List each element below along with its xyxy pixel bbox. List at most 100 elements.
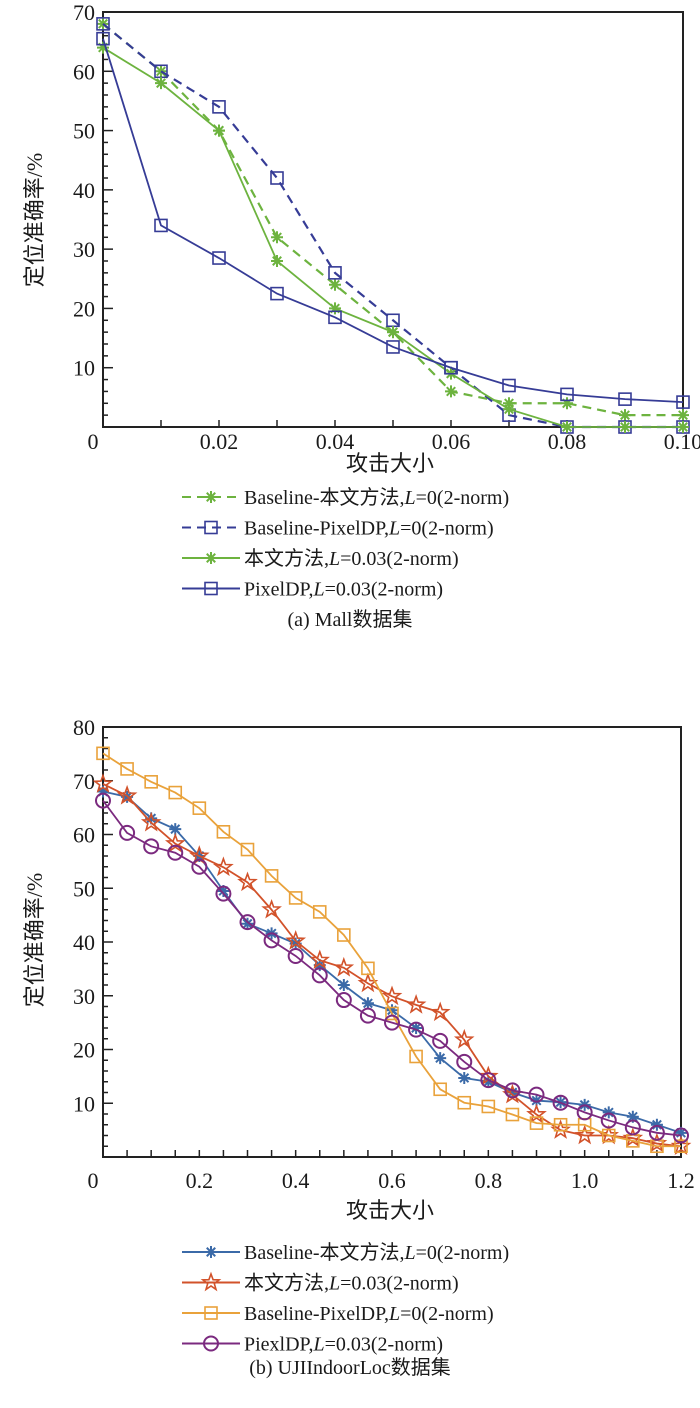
square-marker: [270, 171, 284, 185]
circle-marker: [143, 838, 160, 855]
legend-label-part: L: [328, 1273, 340, 1295]
series-line: [102, 783, 682, 1148]
star-marker: [261, 898, 282, 919]
star-marker: [285, 930, 307, 950]
series-line: [102, 23, 683, 429]
square-marker: [96, 746, 110, 761]
x-tick-label: 1.0: [571, 1168, 599, 1193]
asterisk-marker: [561, 421, 573, 433]
asterisk-marker: [155, 65, 167, 78]
square-marker: [505, 1107, 520, 1122]
star-marker: [453, 1028, 475, 1049]
legend-item: Baseline-本文方法,L=0(2-norm): [182, 486, 509, 509]
asterisk-marker: [217, 884, 230, 897]
series-0: [97, 17, 689, 422]
legend-label-part: =0.03(2-norm): [340, 548, 458, 570]
circle-marker: [311, 967, 328, 984]
y-tick-label: 10: [73, 1091, 95, 1116]
asterisk-marker: [458, 1071, 471, 1084]
asterisk-marker: [155, 77, 167, 90]
asterisk-marker: [602, 1106, 615, 1119]
asterisk-marker: [271, 231, 283, 244]
circle-marker: [239, 914, 256, 931]
x-tick-label: 0: [88, 1168, 99, 1193]
chart-ujiindoorloc: 10 20 30 40 50 60 70 80 0 0.2 0.4 0.6 0.8 1.0 1.2 定位准确率…: [22, 715, 695, 1379]
asterisk-marker: [650, 1118, 663, 1131]
circle-marker: [456, 1053, 473, 1070]
y-tick-label: 80: [73, 715, 95, 740]
square-marker: [328, 310, 342, 325]
y-tick-label: 70: [73, 0, 95, 25]
circle-marker: [287, 947, 304, 964]
star-marker: [164, 832, 186, 853]
x-tick-label: 0.04: [316, 429, 355, 454]
circle-marker: [600, 1112, 617, 1129]
series-3: [95, 792, 689, 1144]
legend-label-part: L: [312, 579, 324, 601]
legend-label-part: =0.03(2-norm): [340, 1273, 458, 1295]
square-marker: [674, 1139, 688, 1154]
asterisk-marker: [677, 421, 689, 433]
square-marker: [618, 392, 632, 406]
star-marker: [574, 1124, 596, 1145]
legend-item: Baseline-PixelDP,L=0(2-norm): [182, 518, 494, 540]
legend-item: 本文方法,L=0.03(2-norm): [182, 1272, 459, 1295]
square-marker: [270, 286, 284, 301]
legend-item: 本文方法,L=0.03(2-norm): [182, 547, 459, 570]
y-tick-label: 50: [73, 119, 95, 144]
asterisk-marker: [329, 278, 341, 291]
square-marker: [386, 340, 400, 354]
series-1: [92, 773, 692, 1155]
legend-label-part: Baseline-PixelDP,: [244, 518, 389, 540]
asterisk-marker: [213, 124, 225, 137]
x-tick-label: 0: [88, 429, 99, 454]
legend-label-part: Baseline-本文方法,: [244, 1241, 405, 1264]
legend-label-part: =0(2-norm): [400, 1303, 493, 1325]
circle-marker: [552, 1094, 569, 1111]
square-marker: [264, 869, 279, 883]
legend-label-part: L: [404, 1242, 416, 1264]
square-marker: [361, 961, 375, 976]
legend-item: PixelDP,L=0.03(2-norm): [182, 579, 443, 601]
series-line: [102, 800, 682, 1137]
y-axis-label: 定位准确率/%: [22, 153, 47, 287]
square-marker: [676, 395, 690, 409]
star-marker: [405, 994, 427, 1014]
asterisk-marker: [387, 326, 399, 339]
x-tick-label: 1.2: [667, 1168, 695, 1193]
legend-label: 本文方法,L=0.03(2-norm): [244, 1272, 459, 1295]
series-line: [102, 752, 681, 1148]
square-marker: [144, 775, 158, 789]
legend-label: Baseline-本文方法,L=0(2-norm): [244, 1241, 509, 1264]
x-tick-label: 0.6: [378, 1168, 406, 1193]
legend-label-part: PixelDP,: [244, 579, 313, 601]
circle-marker: [335, 992, 352, 1009]
series-1: [96, 17, 690, 434]
square-marker: [96, 31, 110, 46]
chart-caption: (a) Mall数据集: [288, 608, 413, 631]
legend-item: Baseline-PixelDP,L=0(2-norm): [182, 1303, 494, 1325]
square-marker: [168, 785, 183, 800]
legend-label-part: =0.03(2-norm): [325, 1334, 443, 1356]
plot-frame: [102, 726, 682, 1158]
circle-marker: [215, 885, 232, 902]
plot-frame: [102, 11, 684, 428]
circle-marker: [263, 932, 280, 949]
asterisk-marker: [97, 785, 109, 798]
star-marker: [526, 1103, 547, 1124]
circle-marker: [432, 1032, 449, 1049]
circle-marker: [528, 1086, 545, 1103]
chart-caption: (b) UJIIndoorLoc数据集: [249, 1356, 451, 1379]
square-marker: [96, 17, 110, 31]
asterisk-marker: [619, 421, 631, 433]
legend-label-part: =0(2-norm): [400, 518, 493, 540]
legend-label-part: L: [388, 1303, 400, 1325]
legend-label: Baseline-PixelDP,L=0(2-norm): [244, 1303, 494, 1325]
square-marker: [240, 842, 255, 857]
legend-label-part: 本文方法,: [244, 1272, 329, 1295]
circle-marker: [576, 1104, 593, 1121]
y-tick-label: 20: [73, 296, 95, 321]
asterisk-marker: [97, 17, 109, 30]
series-line: [102, 46, 683, 428]
circle-marker: [673, 1127, 689, 1144]
